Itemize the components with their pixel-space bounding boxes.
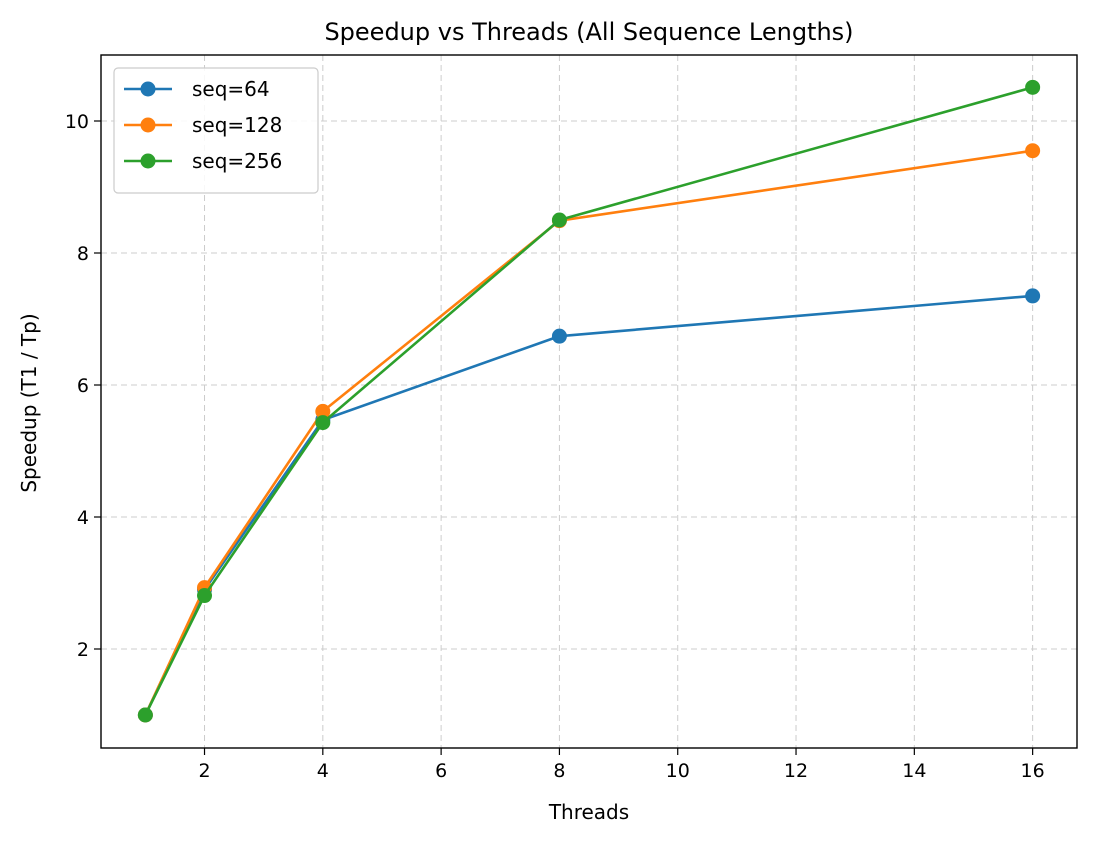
data-point (551, 212, 567, 228)
series-line (144, 149, 1033, 716)
data-point (1025, 143, 1041, 159)
series-seq=64 (137, 288, 1041, 723)
legend-item: seq=256 (124, 149, 282, 173)
x-tick-label: 8 (553, 760, 565, 782)
x-axis-label: Threads (548, 800, 629, 824)
y-tick-label: 10 (65, 111, 89, 133)
legend: seq=64 seq=128 seq=256 (113, 67, 319, 194)
x-tick-label: 6 (435, 760, 447, 782)
series-layer (137, 79, 1041, 723)
y-tick-label: 6 (77, 375, 89, 397)
chart-title: Speedup vs Threads (All Sequence Lengths… (324, 18, 853, 46)
legend-item: seq=128 (124, 113, 282, 137)
data-point (1025, 288, 1041, 304)
legend-marker (140, 81, 156, 97)
x-tick-label: 4 (317, 760, 329, 782)
y-tick-label: 4 (77, 507, 89, 529)
series-seq=128 (137, 143, 1041, 723)
y-tick-label: 2 (77, 639, 89, 661)
x-tick-label: 16 (1021, 760, 1045, 782)
legend-label: seq=64 (192, 77, 270, 101)
legend-marker (140, 117, 156, 133)
data-point (137, 707, 153, 723)
x-tick-label: 2 (198, 760, 210, 782)
data-point (197, 588, 213, 604)
data-point (1025, 79, 1041, 95)
y-tick-label: 8 (77, 243, 89, 265)
x-tick-label: 14 (902, 760, 926, 782)
legend-marker (140, 153, 156, 169)
data-point (551, 328, 567, 344)
series-line (144, 294, 1033, 716)
x-tick-label: 12 (784, 760, 808, 782)
legend-label: seq=128 (192, 113, 282, 137)
plot-frame (100, 54, 1078, 749)
data-point (315, 415, 331, 431)
y-axis-label: Speedup (T1 / Tp) (17, 313, 41, 492)
x-tick-label: 10 (666, 760, 690, 782)
axis-ticks: 2 4 6 8 10 12 14 16 2 4 6 8 10 (65, 111, 1045, 782)
series-seq=256 (137, 79, 1041, 723)
data-point (315, 403, 331, 419)
legend-item: seq=64 (124, 77, 270, 101)
legend-label: seq=256 (192, 149, 282, 173)
